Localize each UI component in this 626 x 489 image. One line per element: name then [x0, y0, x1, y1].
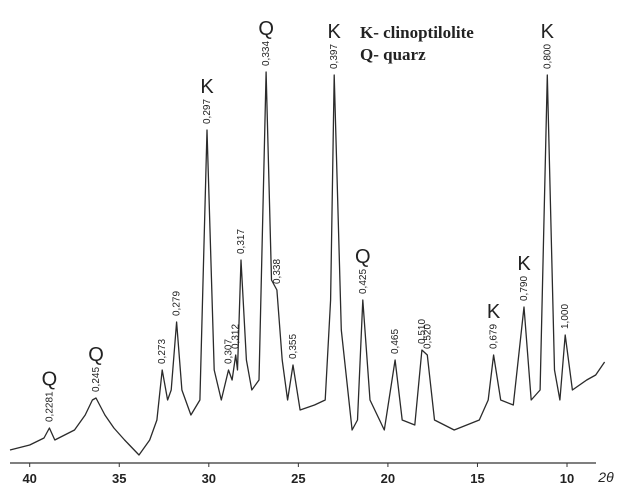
x-axis-label: 2θ	[597, 469, 614, 485]
d-spacing-label: 0,273	[157, 339, 168, 364]
phase-label: K	[517, 253, 531, 275]
phase-label: Q	[88, 344, 104, 366]
x-tick-label: 40	[22, 471, 36, 486]
d-spacing-label: 0,465	[390, 329, 401, 354]
d-spacing-label: 0,800	[542, 44, 553, 69]
d-spacing-label: 0,297	[202, 99, 213, 124]
d-spacing-label: 0,425	[358, 269, 369, 294]
phase-label: Q	[355, 246, 371, 268]
key-text: K- clinoptilolite	[360, 23, 474, 42]
key-text: Q- quarz	[360, 45, 426, 64]
d-spacing-label: 0,2281	[44, 391, 55, 422]
d-spacing-label: 1,000	[560, 304, 571, 329]
d-spacing-label: 0,307	[224, 339, 235, 364]
d-spacing-label: 0,279	[172, 291, 183, 316]
phase-label: K	[541, 21, 555, 43]
x-tick-label: 15	[470, 471, 484, 486]
pattern-line	[9, 71, 606, 456]
phase-label: Q	[42, 368, 58, 390]
phase-label: K	[200, 76, 214, 98]
x-tick-label: 30	[202, 471, 216, 486]
x-tick-label: 35	[112, 471, 126, 486]
x-tick-label: 10	[560, 471, 574, 486]
phase-label: K	[328, 21, 342, 43]
d-spacing-label: 0,520	[422, 324, 433, 349]
phase-label: K	[487, 301, 501, 323]
d-spacing-label: 0,510	[417, 319, 428, 344]
d-spacing-label: 0,312	[231, 324, 242, 349]
d-spacing-label: 0,338	[272, 259, 283, 284]
d-spacing-label: 0,790	[519, 276, 530, 301]
d-spacing-label: 0,334	[261, 41, 272, 66]
phase-label: Q	[258, 18, 274, 40]
d-spacing-label: 0,397	[329, 44, 340, 69]
x-tick-label: 25	[291, 471, 305, 486]
d-spacing-label: 0,679	[489, 324, 500, 349]
x-tick-label: 20	[381, 471, 395, 486]
d-spacing-label: 0,245	[91, 367, 102, 392]
d-spacing-label: 0,355	[288, 334, 299, 359]
d-spacing-label: 0,317	[236, 229, 247, 254]
